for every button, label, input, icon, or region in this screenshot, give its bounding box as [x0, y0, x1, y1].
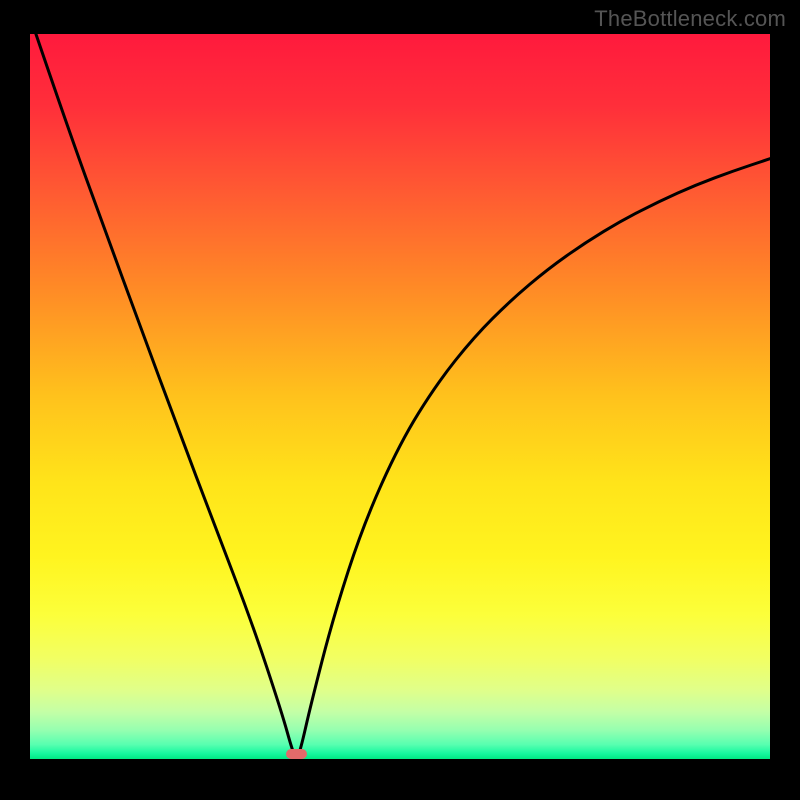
watermark-text: TheBottleneck.com: [594, 6, 786, 32]
plot-area: [30, 34, 770, 759]
curve-svg: [30, 34, 770, 759]
bottleneck-curve: [36, 34, 770, 757]
sweet-spot-marker: [286, 749, 307, 759]
chart-frame: TheBottleneck.com: [0, 0, 800, 800]
